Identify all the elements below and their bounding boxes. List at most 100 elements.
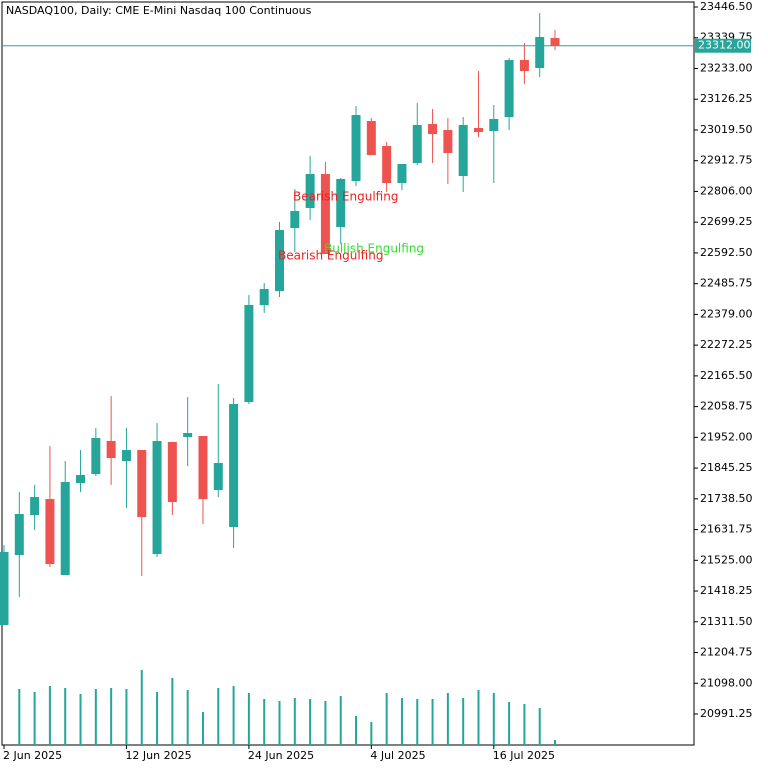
volume-bar <box>508 702 511 745</box>
candle-body <box>458 125 468 177</box>
volume-bar <box>18 689 21 745</box>
candle-body <box>76 475 86 484</box>
y-tick-label: 23233.00 <box>700 61 753 74</box>
volume-bar <box>94 689 97 745</box>
x-tick-label: 24 Jun 2025 <box>248 749 314 762</box>
y-tick-label: 20991.25 <box>700 707 753 720</box>
y-tick-label: 21311.50 <box>700 615 753 628</box>
candle-body <box>14 514 24 556</box>
candle-body <box>244 305 254 403</box>
candle-body <box>473 128 483 133</box>
price-label-box <box>695 38 751 53</box>
volume-bar <box>523 704 526 745</box>
volume-bar <box>431 699 434 745</box>
volume-bar <box>278 701 281 745</box>
candle-body <box>428 124 438 135</box>
plot-frame <box>1 1 695 746</box>
y-tick-label: 21418.25 <box>700 584 753 597</box>
candle-body <box>167 442 177 502</box>
candle-body <box>91 438 101 475</box>
y-tick-label: 21098.00 <box>700 676 753 689</box>
y-tick-label: 21631.75 <box>700 523 753 536</box>
volume-bar <box>309 699 312 745</box>
y-tick-label: 22912.75 <box>700 154 753 167</box>
volume-bar <box>64 688 67 745</box>
candle-body <box>290 211 300 229</box>
y-tick-label: 23446.50 <box>700 0 753 13</box>
candle-body <box>336 179 346 228</box>
x-tick-label: 16 Jul 2025 <box>493 749 555 762</box>
pattern-annotation: Bullish Engulfing <box>324 242 424 256</box>
volume-bar <box>48 686 51 745</box>
price-label: 23312.00 <box>698 39 751 52</box>
candle-body <box>397 164 407 184</box>
volume-bar <box>554 740 557 745</box>
volume-bar <box>217 688 220 745</box>
candle-body <box>198 435 208 500</box>
y-tick-label: 22165.50 <box>700 369 753 382</box>
candle-body <box>0 552 9 626</box>
y-tick-label: 22272.25 <box>700 338 753 351</box>
volume-bar <box>125 689 128 745</box>
volume-bar <box>140 670 143 745</box>
candle-body <box>106 441 116 459</box>
candle-body <box>412 125 422 164</box>
volume-bar <box>446 693 449 745</box>
candle-body <box>366 121 376 156</box>
candle-body <box>550 38 560 46</box>
volume-bar <box>110 688 113 745</box>
candle-body <box>504 60 514 118</box>
y-tick-label: 21952.00 <box>700 430 753 443</box>
volume-bar <box>385 693 388 745</box>
pattern-annotation: Bearish Engulfing <box>278 249 383 263</box>
y-tick-label: 22379.00 <box>700 307 753 320</box>
y-tick-label: 22485.75 <box>700 277 753 290</box>
volume-bar <box>263 699 266 745</box>
volume-bar <box>370 722 373 745</box>
chart-title: NASDAQ100, Daily: CME E-Mini Nasdaq 100 … <box>6 4 312 17</box>
y-tick-label: 21204.75 <box>700 646 753 659</box>
volume-bar <box>462 698 465 745</box>
volume-bar <box>156 692 159 745</box>
volume-bar <box>416 699 419 745</box>
candle-body <box>137 450 147 518</box>
candle-body <box>213 463 223 491</box>
y-tick-label: 21525.00 <box>700 553 753 566</box>
candle-body <box>30 497 40 516</box>
candle-body <box>152 441 162 555</box>
candle-body <box>535 37 545 68</box>
candle-body <box>519 60 529 72</box>
volume-bar <box>186 690 189 745</box>
candle-body <box>45 499 55 565</box>
volume-bar <box>247 693 250 745</box>
volume-bar <box>79 694 82 745</box>
volume-bar <box>293 698 296 745</box>
candle-body <box>275 230 285 292</box>
candle-body <box>320 174 330 255</box>
candle-body <box>121 450 131 462</box>
candle-body <box>229 404 239 528</box>
candle-body <box>60 482 70 576</box>
candle-body <box>183 433 193 438</box>
pattern-annotation: Bearish Engulfing <box>293 190 398 204</box>
volume-bar <box>339 696 342 745</box>
y-tick-label: 22699.25 <box>700 215 753 228</box>
x-tick-label: 4 Jul 2025 <box>370 749 425 762</box>
volume-bar <box>538 708 541 745</box>
volume-bar <box>355 716 358 745</box>
candle-body <box>259 289 269 306</box>
x-tick-label: 12 Jun 2025 <box>125 749 191 762</box>
volume-bar <box>400 698 403 745</box>
volume-bar <box>171 678 174 745</box>
x-tick-label: 2 Jun 2025 <box>3 749 62 762</box>
candle-body <box>489 119 499 132</box>
y-tick-label: 23126.25 <box>700 92 753 105</box>
volume-bar <box>33 692 36 745</box>
y-tick-label: 22806.00 <box>700 184 753 197</box>
y-tick-label: 21845.25 <box>700 461 753 474</box>
volume-bar <box>201 712 204 745</box>
y-tick-label: 22058.75 <box>700 400 753 413</box>
volume-bar <box>324 701 327 745</box>
